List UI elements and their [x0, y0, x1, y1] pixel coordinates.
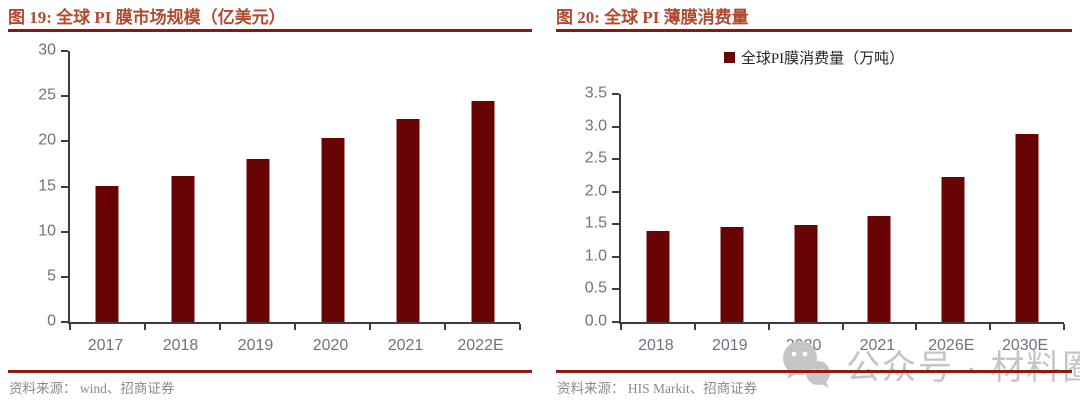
x-axis-tick	[294, 324, 296, 330]
x-axis-tick-label: 2017	[87, 337, 124, 354]
x-axis-tick-label: 2019	[711, 337, 748, 354]
y-axis-tick	[61, 140, 68, 143]
y-axis-tick-label: 3.0	[584, 117, 607, 135]
x-axis-tick-label: 2018	[638, 337, 674, 354]
y-axis-tick	[61, 230, 68, 233]
y-axis-tick-label: 15	[38, 177, 56, 195]
plot-area	[612, 93, 1065, 330]
y-axis-tick-label: 2.0	[584, 182, 607, 200]
x-axis-tick	[444, 324, 446, 330]
watermark-text: 公众号 · 材料圈	[846, 348, 1080, 387]
y-axis-tick	[61, 321, 68, 323]
y-axis-tick	[612, 255, 619, 258]
bar-2021	[396, 118, 419, 322]
y-axis-tick-label: 20	[38, 132, 56, 150]
x-axis-tick-label: 2018	[162, 337, 199, 354]
bar-2026E	[941, 176, 965, 322]
figure-20-source-rule	[556, 370, 1072, 373]
y-axis-tick	[612, 321, 619, 323]
y-axis-tick-label: 1.0	[584, 247, 607, 265]
x-axis-labels: 2017 2018 2019 2020 2021 2022E	[68, 336, 518, 356]
y-axis-tick-label: 30	[38, 41, 56, 59]
bar-2022E	[471, 100, 494, 322]
y-axis-tick	[61, 95, 68, 98]
legend-label: 全球PI膜消费量（万吨）	[740, 51, 905, 67]
x-axis-tick	[519, 324, 521, 330]
figure-20-title: 图 20: 全球 PI 薄膜消费量	[556, 8, 749, 27]
y-axis-tick	[612, 93, 619, 95]
x-axis-tick-label: 2022E	[457, 337, 504, 354]
x-axis-tick	[69, 324, 71, 330]
y-axis-tick	[612, 190, 619, 193]
figure-20-chart: 0.00.51.01.52.02.53.03.5 201820192020202…	[556, 0, 1072, 408]
bar-2020	[321, 137, 344, 322]
bar-2030E	[1015, 134, 1039, 322]
y-axis-tick-label: 2.5	[584, 149, 607, 167]
figure-19-panel: 图 19: 全球 PI 膜市场规模（亿美元） 0 5 10 15 20 25 30 2017…	[8, 0, 532, 408]
bar-2020	[794, 224, 818, 322]
bar-2019	[246, 159, 269, 322]
y-axis-tick-label: 0	[47, 312, 56, 330]
y-axis-tick-label: 1.5	[584, 214, 607, 232]
x-axis-labels: 20182019202020212026E2030E	[619, 336, 1062, 356]
y-axis-tick	[61, 50, 68, 52]
figure-20-panel: 图 20: 全球 PI 薄膜消费量 全球PI膜消费量（万吨） 0.0 0.5 1.0…	[556, 0, 1072, 408]
bar-2019	[720, 226, 744, 322]
y-axis-tick-label: 10	[38, 222, 56, 240]
x-axis-tick-label: 2020	[312, 337, 349, 354]
x-axis-tick	[218, 324, 221, 330]
x-axis-tick	[915, 324, 918, 330]
figure-20-source: 资料来源： HIS Markit、招商证券	[557, 381, 758, 396]
x-axis-tick	[1063, 324, 1065, 330]
plot-area	[61, 50, 521, 330]
x-axis-tick	[693, 324, 696, 330]
x-axis-tick	[368, 324, 371, 330]
x-axis-tick-label: 2030E	[1001, 337, 1049, 354]
figure-20-legend: 全球PI膜消费量（万吨）	[556, 47, 1072, 68]
figure-19-title: 图 19: 全球 PI 膜市场规模（亿美元）	[8, 8, 286, 27]
watermark: 公众号 · 材料圈	[780, 339, 1080, 389]
x-axis-tick	[143, 324, 146, 330]
y-axis-tick	[612, 223, 619, 226]
x-axis-tick	[620, 324, 622, 330]
y-axis-tick-label: 25	[38, 86, 56, 104]
y-axis-tick	[612, 288, 619, 291]
y-axis-tick	[612, 125, 619, 128]
y-axis-tick-label: 0.0	[584, 312, 607, 330]
figure-19-source-rule	[8, 370, 532, 373]
bar-2018	[646, 230, 670, 322]
x-axis-tick-label: 2021	[387, 337, 424, 354]
x-axis-tick	[767, 324, 770, 330]
x-axis-tick-label: 2019	[237, 337, 274, 354]
y-axis-labels: 0 5 10 15 20 25 30	[8, 42, 60, 329]
figure-19-chart: 0 5 10 15 20 25 30 2017 2018 2019 2020 2021 2022E	[8, 0, 532, 408]
figure-19-source: 资料来源： wind、招商证券	[9, 381, 175, 396]
figure-20-title-rule	[556, 29, 1072, 32]
y-axis-tick-label: 0.5	[584, 280, 607, 298]
wechat-icon	[783, 341, 830, 388]
y-axis-tick-label: 3.5	[584, 84, 607, 102]
x-axis-tick-label: 2021	[859, 337, 896, 354]
x-axis-tick-label: 2026E	[928, 337, 975, 354]
x-axis-tick	[841, 324, 844, 330]
x-axis-tick	[989, 324, 992, 330]
y-axis-tick	[61, 275, 68, 278]
bar-2017	[95, 185, 119, 322]
y-axis-tick	[61, 185, 68, 188]
y-axis-tick-label: 5	[47, 267, 56, 285]
y-axis-labels: 0.0 0.5 1.0 1.5 2.0 2.5 3.0 3.5	[556, 85, 611, 329]
legend-item: 全球PI膜消费量（万吨）	[723, 47, 905, 68]
figure-19-title-rule	[8, 29, 532, 32]
legend-swatch-icon	[723, 52, 735, 63]
y-axis-tick	[612, 158, 619, 161]
bar-2018	[171, 175, 194, 322]
bar-2021	[867, 215, 891, 322]
